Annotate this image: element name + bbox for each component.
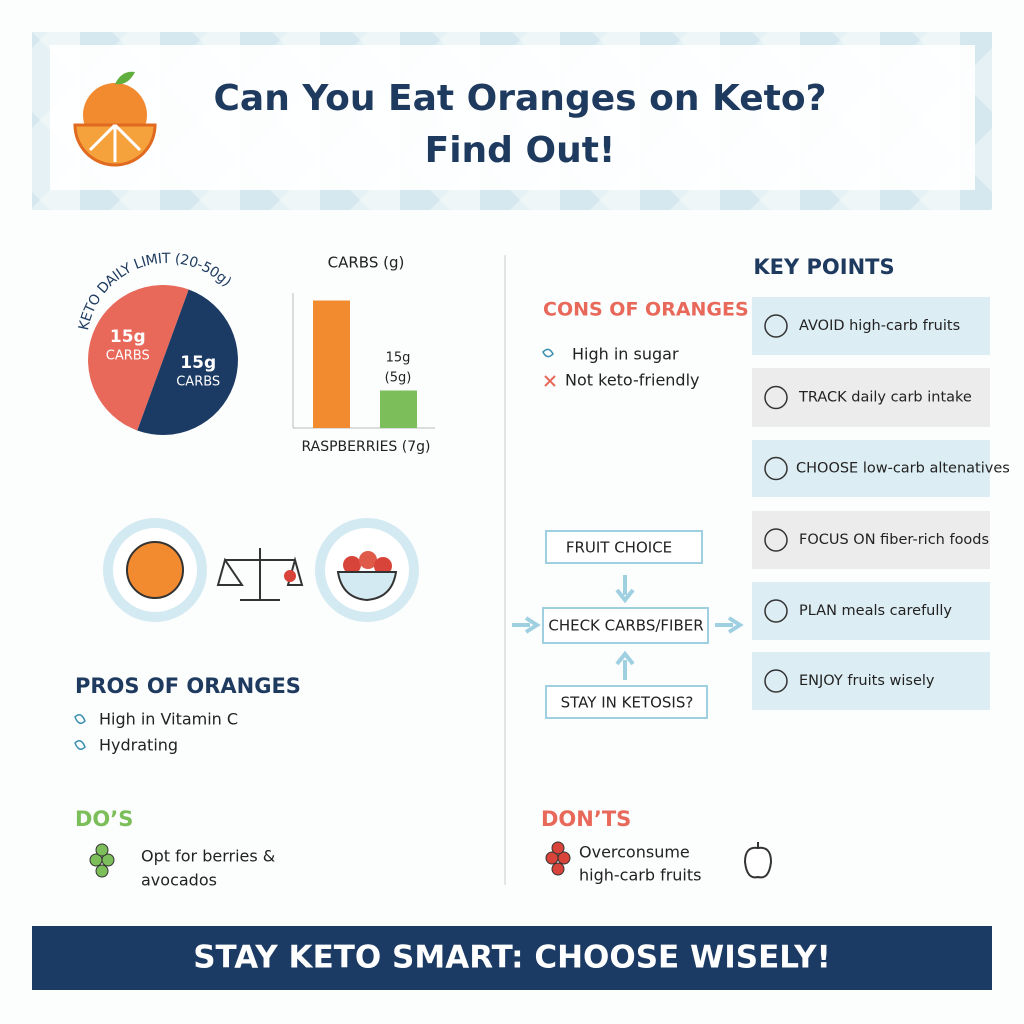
key-point-text: TRACK daily carb intake (798, 390, 972, 406)
pie-value-label: 15g (110, 327, 146, 347)
pie-slice (88, 285, 189, 431)
key-point-box (752, 652, 990, 710)
flow-node: CHECK CARBS/FIBER (548, 617, 703, 635)
pie-slice (137, 289, 238, 435)
key-point-box (752, 511, 990, 569)
pie-value-label: 15g (180, 353, 216, 373)
pie-category-label: CARBS (176, 374, 220, 389)
key-point-box (752, 368, 990, 427)
title-line: Find Out! (425, 130, 616, 171)
dos-line: Opt for berries & (141, 847, 275, 866)
cons-title: CONS OF ORANGES (543, 299, 749, 321)
cons-item: High in sugar (572, 345, 679, 364)
key-point-icon (764, 385, 788, 410)
key-point-text: CHOOSE low-carb altenatives (796, 461, 1010, 477)
pros-item: Hydrating (99, 736, 178, 755)
x-icon (544, 375, 556, 387)
key-point-icon (764, 669, 788, 693)
key-point-text: FOCUS ON fiber-rich foods (799, 532, 989, 548)
key-point-text: ENJOY fruits wisely (799, 673, 935, 689)
key-points-title: KEY POINTS (753, 255, 894, 279)
donts-line: high-carb fruits (579, 866, 701, 885)
berry-icon (545, 841, 571, 876)
key-point-icon (764, 528, 788, 552)
leaf-icon (74, 714, 86, 724)
dos-title: DO’S (75, 807, 133, 831)
bar (380, 390, 417, 428)
comparison-icons (103, 518, 419, 622)
header-box (50, 45, 975, 190)
key-point-icon (764, 599, 788, 623)
flowchart (512, 530, 744, 719)
dos-line: avocados (141, 871, 217, 890)
footer-band (32, 926, 992, 990)
orange-icon (73, 71, 157, 167)
footer-text: STAY KETO SMART: CHOOSE WISELY! (193, 940, 831, 976)
flow-node: STAY IN KETOSIS? (561, 694, 694, 712)
bar-title: CARBS (g) (328, 254, 405, 272)
key-point-text: AVOID high-carb fruits (799, 318, 960, 334)
key-point-icon (764, 314, 788, 338)
pros-item: High in Vitamin C (99, 710, 238, 729)
apple-icon (743, 842, 773, 879)
bar (313, 300, 350, 428)
cons-item: Not keto-friendly (565, 371, 700, 390)
x-axis-label: RASPBERRIES (7g) (301, 439, 430, 455)
key-point-icon (764, 456, 788, 481)
donts-line: Overconsume (579, 843, 690, 862)
key-point-box (752, 297, 990, 355)
pros-title: PROS OF ORANGES (75, 674, 301, 698)
donts-title: DON’TS (541, 807, 631, 831)
pie-category-label: CARBS (106, 349, 150, 364)
flow-node: FRUIT CHOICE (566, 539, 672, 557)
key-point-text: PLAN meals carefully (799, 603, 952, 619)
leaf-icon (542, 348, 554, 358)
leaf-icon (74, 740, 86, 750)
key-point-box (752, 440, 990, 497)
title-line: Can You Eat Oranges on Keto? (214, 78, 827, 119)
key-point-box (752, 582, 990, 640)
berry-icon (89, 843, 115, 878)
bar-annotation: (5g) (385, 371, 412, 386)
bar-annotation: 15g (386, 351, 411, 366)
